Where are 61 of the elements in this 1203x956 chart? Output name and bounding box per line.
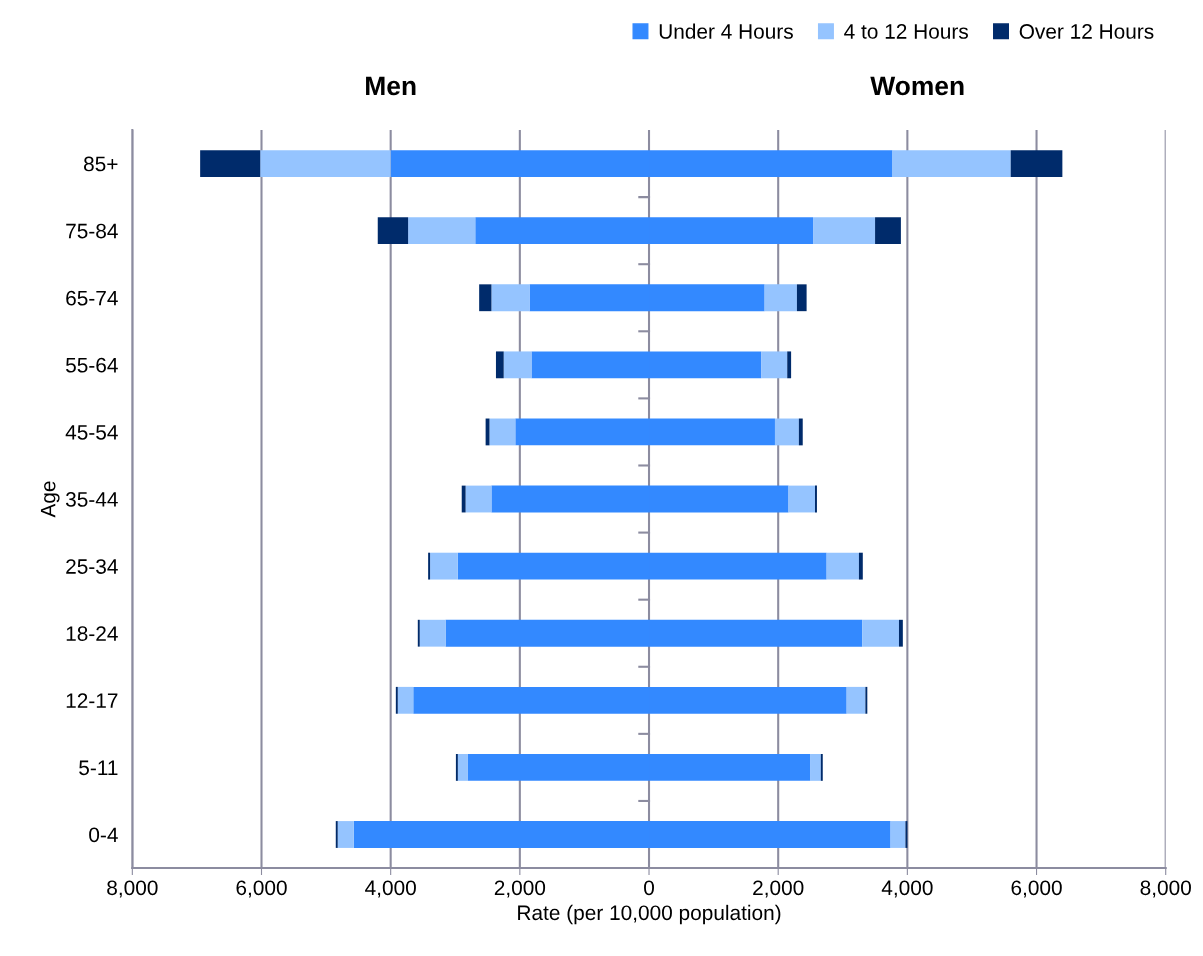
bar — [764, 284, 797, 312]
bar — [787, 351, 792, 379]
bar — [796, 284, 807, 312]
bar — [260, 150, 391, 177]
bar — [397, 686, 414, 714]
bar — [810, 753, 821, 781]
bar — [337, 821, 354, 848]
bar — [430, 552, 458, 580]
y-tick-label: 85+ — [84, 156, 118, 172]
x-tick-label: 0 — [644, 880, 654, 896]
bar — [465, 485, 492, 513]
bar — [862, 619, 899, 647]
y-tick-label: 75-84 — [66, 223, 118, 239]
bar — [875, 217, 901, 245]
bar — [774, 418, 799, 446]
y-tick-label: 25-34 — [66, 559, 118, 574]
x-tick-label: 2,000 — [753, 880, 804, 898]
bar — [788, 485, 815, 513]
x-tick-label: 6,000 — [1011, 880, 1062, 898]
legend-label: Over 12 Hours — [1019, 24, 1154, 39]
bar — [200, 150, 261, 177]
y-tick-label: 18-24 — [66, 626, 118, 641]
bar — [813, 217, 876, 245]
x-tick-label: 8,000 — [107, 880, 158, 898]
x-axis-title: Rate (per 10,000 population) — [518, 904, 781, 925]
bar — [1010, 150, 1063, 177]
bar — [489, 418, 516, 446]
bar — [892, 150, 1011, 177]
bar — [461, 485, 466, 513]
x-tick-label: 2,000 — [494, 880, 546, 898]
bar — [503, 351, 532, 379]
bar — [377, 217, 409, 245]
bar — [858, 552, 863, 580]
bar — [826, 552, 859, 580]
y-tick-label: 65-74 — [66, 290, 118, 306]
bar — [846, 686, 866, 714]
y-axis-title: Age — [40, 481, 60, 518]
x-tick-label: 6,000 — [236, 880, 287, 898]
bar — [761, 351, 788, 379]
y-tick-label: 5-11 — [79, 760, 118, 776]
y-tick-label: 0-4 — [89, 827, 118, 843]
y-tick-label: 55-64 — [66, 357, 118, 373]
y-tick-label: 45-54 — [65, 425, 118, 440]
bar — [479, 284, 492, 312]
bar — [491, 284, 530, 312]
bar — [419, 619, 446, 647]
text: Women — [870, 76, 964, 96]
legend-label: 4 to 12 Hours — [844, 24, 968, 39]
y-tick-label: 35-44 — [65, 492, 118, 507]
bar — [495, 351, 504, 379]
bar — [457, 753, 468, 781]
bar — [898, 619, 903, 647]
bar — [408, 217, 476, 245]
x-tick-label: 4,000 — [365, 880, 416, 898]
x-tick-label: 8,000 — [1140, 880, 1191, 898]
text: Men — [366, 76, 416, 96]
bar — [890, 821, 906, 848]
y-tick-label: 12-17 — [66, 693, 118, 708]
bar — [798, 418, 803, 446]
legend-label: Under 4 Hours — [659, 23, 793, 39]
x-tick-label: 4,000 — [881, 880, 933, 898]
